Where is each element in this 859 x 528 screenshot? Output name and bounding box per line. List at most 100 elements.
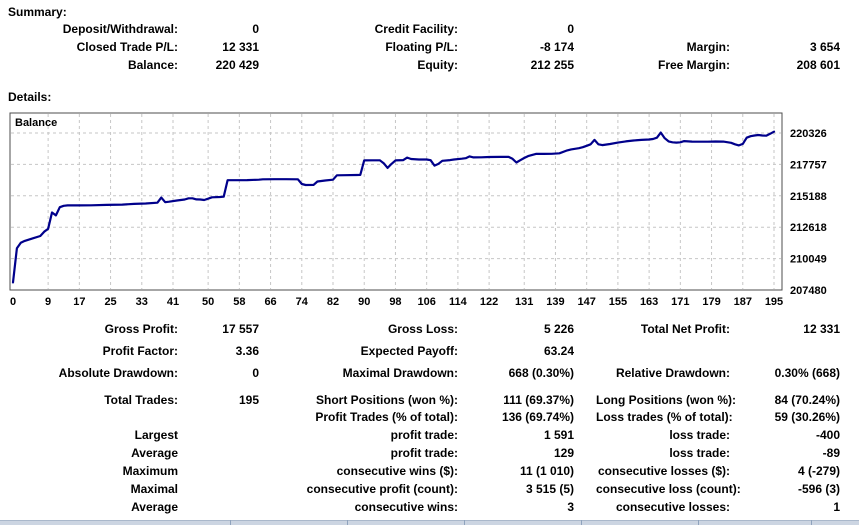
- x-tick-label: 122: [480, 296, 498, 308]
- stat-value: 3 515 (5): [525, 482, 574, 496]
- stat-label: consecutive losses:: [615, 500, 730, 514]
- stat-value: 84 (70.24%): [774, 393, 840, 407]
- divider-tick: [347, 520, 348, 525]
- x-tick-label: 0: [10, 296, 16, 308]
- stat-label: consecutive losses ($):: [597, 464, 730, 478]
- stat-value: 668 (0.30%): [508, 366, 574, 380]
- stat-label: Credit Facility:: [374, 22, 458, 36]
- summary-heading: Summary:: [8, 5, 67, 19]
- stat-label: Maximal: [130, 482, 178, 496]
- stat-label: Short Positions (won %):: [316, 393, 458, 407]
- x-tick-label: 17: [73, 296, 85, 308]
- y-tick-label: 210049: [790, 254, 827, 266]
- details-row: Maximum consecutive wins ($): 11 (1 010)…: [0, 464, 859, 480]
- x-tick-label: 82: [327, 296, 339, 308]
- x-tick-label: 9: [45, 296, 51, 308]
- details-row: Profit Trades (% of total): 136 (69.74%)…: [0, 410, 859, 426]
- details-row: Absolute Drawdown: 0 Maximal Drawdown: 6…: [0, 366, 859, 382]
- stat-value: 3 654: [809, 40, 840, 54]
- stat-label: loss trade:: [669, 446, 730, 460]
- stat-label: Loss trades (% of total):: [596, 410, 733, 424]
- summary-row: Closed Trade P/L: 12 331 Floating P/L: -…: [0, 40, 859, 56]
- stat-value: 129: [553, 446, 574, 460]
- stat-value: 195: [238, 393, 259, 407]
- stat-value: 5 226: [543, 322, 574, 336]
- stat-value: 59 (30.26%): [774, 410, 840, 424]
- stat-label: Balance:: [127, 58, 178, 72]
- stat-value: 1 591: [543, 428, 574, 442]
- details-heading: Details:: [8, 90, 52, 104]
- stat-value: 136 (69.74%): [501, 410, 574, 424]
- stat-label: Average: [131, 446, 178, 460]
- details-row: Profit Factor: 3.36 Expected Payoff: 63.…: [0, 344, 859, 360]
- divider-tick: [698, 520, 699, 525]
- stat-value: 4 (-279): [797, 464, 840, 478]
- stat-value: -400: [815, 428, 840, 442]
- stat-label: Largest: [134, 428, 178, 442]
- x-tick-label: 187: [734, 296, 752, 308]
- balance-chart: 0 9 17 25 33 41 50 58 66 74 82 90 98 106 114 122 131 139 1…: [9, 112, 827, 308]
- stat-label: Expected Payoff:: [360, 344, 458, 358]
- stat-value: 220 429: [215, 58, 259, 72]
- divider-tick: [581, 520, 582, 525]
- stat-value: -8 174: [539, 40, 574, 54]
- x-tick-label: 106: [417, 296, 435, 308]
- stat-label: consecutive wins ($):: [336, 464, 458, 478]
- stat-label: Closed Trade P/L:: [76, 40, 178, 54]
- next-section-divider: [0, 520, 859, 525]
- y-tick-label: 220326: [790, 128, 827, 140]
- balance-chart-container: 0 9 17 25 33 41 50 58 66 74 82 90 98 106 114 122 131 139 1…: [8, 111, 851, 314]
- y-tick-label: 217757: [790, 159, 827, 171]
- stat-label: profit trade:: [390, 428, 458, 442]
- stat-value: 11 (1 010): [519, 464, 574, 478]
- y-tick-label: 212618: [790, 222, 827, 234]
- stat-label: Margin:: [686, 40, 730, 54]
- details-row: Gross Profit: 17 557 Gross Loss: 5 226 T…: [0, 322, 859, 338]
- stat-label: Profit Trades (% of total):: [315, 410, 458, 424]
- x-tick-label: 171: [671, 296, 689, 308]
- details-row: Average profit trade: 129 loss trade: -8…: [0, 446, 859, 462]
- details-row: Average consecutive wins: 3 consecutive …: [0, 500, 859, 516]
- x-tick-label: 41: [167, 296, 179, 308]
- stat-value: -89: [822, 446, 840, 460]
- stat-label: Maximal Drawdown:: [342, 366, 458, 380]
- stat-label: Gross Loss:: [387, 322, 458, 336]
- stat-value: 12 331: [222, 40, 259, 54]
- stat-value: 17 557: [222, 322, 259, 336]
- stat-label: profit trade:: [390, 446, 458, 460]
- x-tick-label: 58: [233, 296, 245, 308]
- x-tick-label: 33: [136, 296, 148, 308]
- stat-label: Long Positions (won %):: [596, 393, 736, 407]
- divider-tick: [230, 520, 231, 525]
- x-tick-label: 179: [702, 296, 720, 308]
- plot-border: [9, 112, 783, 291]
- stat-label: Total Trades:: [104, 393, 178, 407]
- details-row: Maximal consecutive profit (count): 3 51…: [0, 482, 859, 498]
- stat-label: Relative Drawdown:: [615, 366, 730, 380]
- divider-tick: [811, 520, 812, 525]
- stat-label: Deposit/Withdrawal:: [62, 22, 178, 36]
- stat-label: Equity:: [417, 58, 458, 72]
- details-row: Total Trades: 195 Short Positions (won %…: [0, 393, 859, 409]
- balance-line: [11, 130, 776, 284]
- summary-row: Balance: 220 429 Equity: 212 255 Free Ma…: [0, 58, 859, 74]
- stat-label: consecutive wins:: [354, 500, 458, 514]
- x-tick-label: 50: [202, 296, 214, 308]
- stat-label: consecutive profit (count):: [306, 482, 458, 496]
- stat-label: Total Net Profit:: [640, 322, 730, 336]
- stat-label: Maximum: [122, 464, 178, 478]
- x-tick-label: 74: [296, 296, 309, 308]
- x-tick-label: 25: [104, 296, 116, 308]
- stat-value: 208 601: [796, 58, 840, 72]
- stat-label: Gross Profit:: [104, 322, 178, 336]
- stat-label: loss trade:: [669, 428, 730, 442]
- stat-label: Average: [131, 500, 178, 514]
- stat-value: 3.36: [235, 344, 259, 358]
- y-tick-label: 207480: [790, 285, 827, 297]
- divider-tick: [464, 520, 465, 525]
- stat-label: Absolute Drawdown:: [58, 366, 178, 380]
- x-tick-label: 163: [640, 296, 658, 308]
- stat-value: 0.30% (668): [774, 366, 840, 380]
- stat-value: 212 255: [530, 58, 574, 72]
- stat-label: Free Margin:: [657, 58, 730, 72]
